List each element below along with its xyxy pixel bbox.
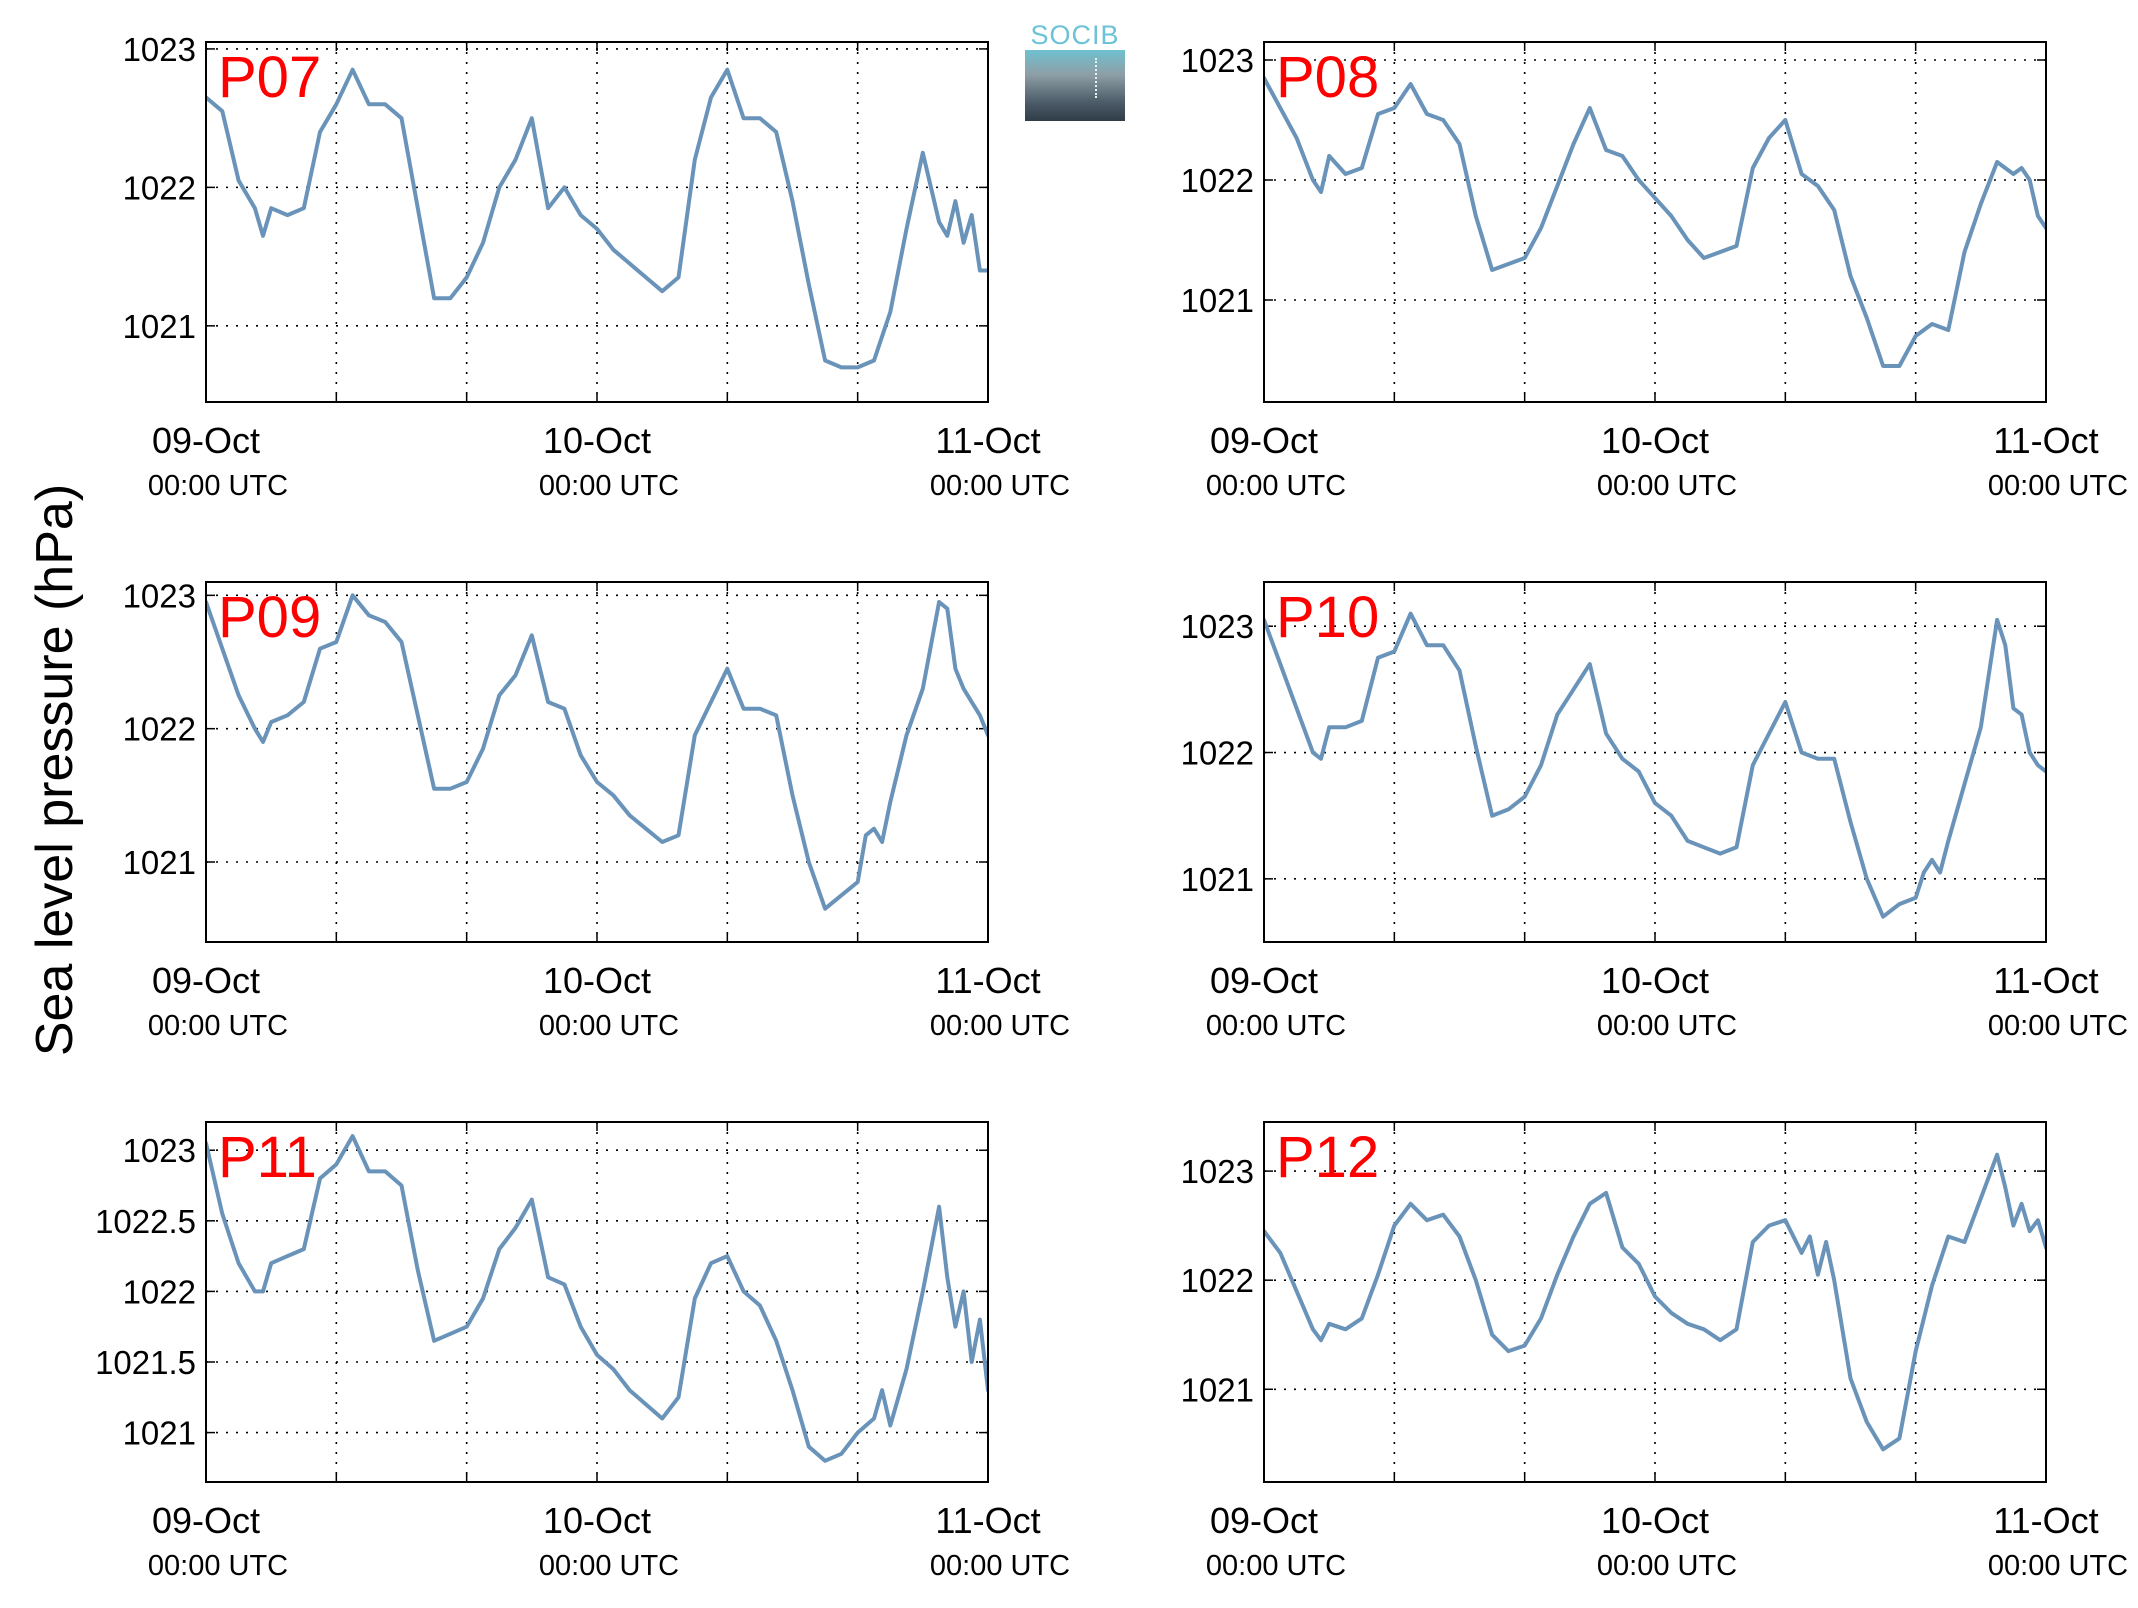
x-tick-date-label: 10-Oct bbox=[543, 420, 651, 461]
y-tick-label: 1022 bbox=[1181, 735, 1254, 772]
x-tick-time-label: 00:00 UTC bbox=[1988, 470, 2128, 502]
y-tick-label: 1021 bbox=[1181, 1371, 1254, 1408]
chart-panel-p12: 1021 1022 1023 P12 09-Oct 00:00 UTC 10-Oct 00:0… bbox=[1181, 1121, 2128, 1582]
x-tick-time-label: 00:00 UTC bbox=[1206, 1010, 1346, 1042]
y-tick-label: 1023 bbox=[123, 577, 196, 614]
x-tick-date-label: 09-Oct bbox=[1210, 420, 1318, 461]
pressure-series-line bbox=[206, 1134, 988, 1463]
plot-frame bbox=[205, 41, 989, 403]
pressure-series-line bbox=[206, 593, 988, 911]
x-tick-time-label: 00:00 UTC bbox=[930, 1010, 1070, 1042]
x-tick-date-label: 09-Oct bbox=[152, 1500, 260, 1541]
x-tick-date-label: 11-Oct bbox=[1993, 960, 2098, 1001]
x-tick-time-label: 00:00 UTC bbox=[1988, 1010, 2128, 1042]
x-tick-date-label: 10-Oct bbox=[1601, 960, 1709, 1001]
chart-panel-p11: 1021 1021.5 1022 1022.5 1023 P11 09-Oct 00:00 U… bbox=[95, 1121, 1070, 1582]
x-tick-time-label: 00:00 UTC bbox=[1206, 1550, 1346, 1582]
y-tick-label: 1023 bbox=[123, 1132, 196, 1169]
y-tick-label: 1022 bbox=[123, 711, 196, 748]
x-tick-time-label: 00:00 UTC bbox=[148, 1550, 288, 1582]
station-label: P10 bbox=[1276, 585, 1379, 650]
chart-panel-p10: 1021 1022 1023 P10 09-Oct 00:00 UTC 10-Oct 00:0… bbox=[1181, 581, 2128, 1042]
plot-frame bbox=[1263, 41, 2047, 403]
chart-panel-p08: 1021 1022 1023 P08 09-Oct 00:00 UTC 10-Oct 00:0… bbox=[1181, 41, 2128, 502]
pressure-series-line bbox=[206, 67, 988, 370]
x-tick-time-label: 00:00 UTC bbox=[930, 470, 1070, 502]
chart-panel-p07: 1021 1022 1023 P07 09-Oct 00:00 UTC 10-Oct 00:0… bbox=[123, 31, 1071, 502]
x-tick-time-label: 00:00 UTC bbox=[148, 1010, 288, 1042]
y-tick-label: 1023 bbox=[1181, 42, 1254, 79]
y-tick-label: 1021 bbox=[1181, 282, 1254, 319]
plot-frame bbox=[205, 1121, 989, 1483]
y-tick-label: 1023 bbox=[123, 31, 196, 68]
station-label: P11 bbox=[218, 1125, 317, 1190]
chart-panel-p09: 1021 1022 1023 P09 09-Oct 00:00 UTC 10-Oct 00:0… bbox=[123, 577, 1071, 1042]
station-label: P07 bbox=[218, 45, 321, 110]
x-tick-date-label: 09-Oct bbox=[152, 420, 260, 461]
x-tick-date-label: 09-Oct bbox=[1210, 960, 1318, 1001]
x-tick-time-label: 00:00 UTC bbox=[1597, 1010, 1737, 1042]
x-tick-time-label: 00:00 UTC bbox=[1988, 1550, 2128, 1582]
y-axis-label: Sea level pressure (hPa) bbox=[26, 484, 84, 1056]
station-label: P12 bbox=[1276, 1125, 1379, 1190]
logo-wave bbox=[1025, 50, 1125, 121]
y-tick-label: 1022 bbox=[123, 169, 196, 206]
plot-frame bbox=[1263, 581, 2047, 943]
x-tick-date-label: 10-Oct bbox=[543, 1500, 651, 1541]
y-tick-label: 1021 bbox=[1181, 861, 1254, 898]
y-tick-label: 1022 bbox=[1181, 1262, 1254, 1299]
x-tick-time-label: 00:00 UTC bbox=[539, 1550, 679, 1582]
x-tick-time-label: 00:00 UTC bbox=[1597, 470, 1737, 502]
x-tick-time-label: 00:00 UTC bbox=[539, 470, 679, 502]
x-tick-date-label: 11-Oct bbox=[1993, 1500, 2098, 1541]
pressure-series-line bbox=[1264, 611, 2046, 919]
x-tick-date-label: 11-Oct bbox=[935, 1500, 1040, 1541]
x-tick-time-label: 00:00 UTC bbox=[1597, 1550, 1737, 1582]
y-tick-label: 1021 bbox=[123, 308, 196, 345]
logo-text: SOCIB bbox=[1030, 20, 1120, 50]
y-tick-label: 1022 bbox=[1181, 162, 1254, 199]
pressure-series-line bbox=[1264, 76, 2046, 368]
x-tick-date-label: 09-Oct bbox=[1210, 1500, 1318, 1541]
x-tick-date-label: 10-Oct bbox=[543, 960, 651, 1001]
station-label: P09 bbox=[218, 585, 321, 650]
plot-frame bbox=[1263, 1121, 2047, 1483]
x-tick-date-label: 09-Oct bbox=[152, 960, 260, 1001]
logo-dots bbox=[1095, 58, 1097, 98]
y-tick-label: 1021 bbox=[123, 844, 196, 881]
x-tick-date-label: 11-Oct bbox=[1993, 420, 2098, 461]
socib-logo-icon: SOCIB bbox=[1025, 20, 1125, 121]
y-tick-label: 1021 bbox=[123, 1415, 196, 1452]
y-tick-label: 1022.5 bbox=[95, 1203, 196, 1240]
station-label: P08 bbox=[1276, 45, 1379, 110]
x-tick-date-label: 10-Oct bbox=[1601, 420, 1709, 461]
y-tick-label: 1023 bbox=[1181, 608, 1254, 645]
y-tick-label: 1022 bbox=[123, 1273, 196, 1310]
x-tick-time-label: 00:00 UTC bbox=[1206, 470, 1346, 502]
x-tick-time-label: 00:00 UTC bbox=[148, 470, 288, 502]
x-tick-time-label: 00:00 UTC bbox=[539, 1010, 679, 1042]
plot-frame bbox=[205, 581, 989, 943]
pressure-series-line bbox=[1264, 1152, 2046, 1452]
x-tick-date-label: 11-Oct bbox=[935, 420, 1040, 461]
y-tick-label: 1021.5 bbox=[95, 1344, 196, 1381]
x-tick-time-label: 00:00 UTC bbox=[930, 1550, 1070, 1582]
x-tick-date-label: 11-Oct bbox=[935, 960, 1040, 1001]
x-tick-date-label: 10-Oct bbox=[1601, 1500, 1709, 1541]
y-tick-label: 1023 bbox=[1181, 1153, 1254, 1190]
